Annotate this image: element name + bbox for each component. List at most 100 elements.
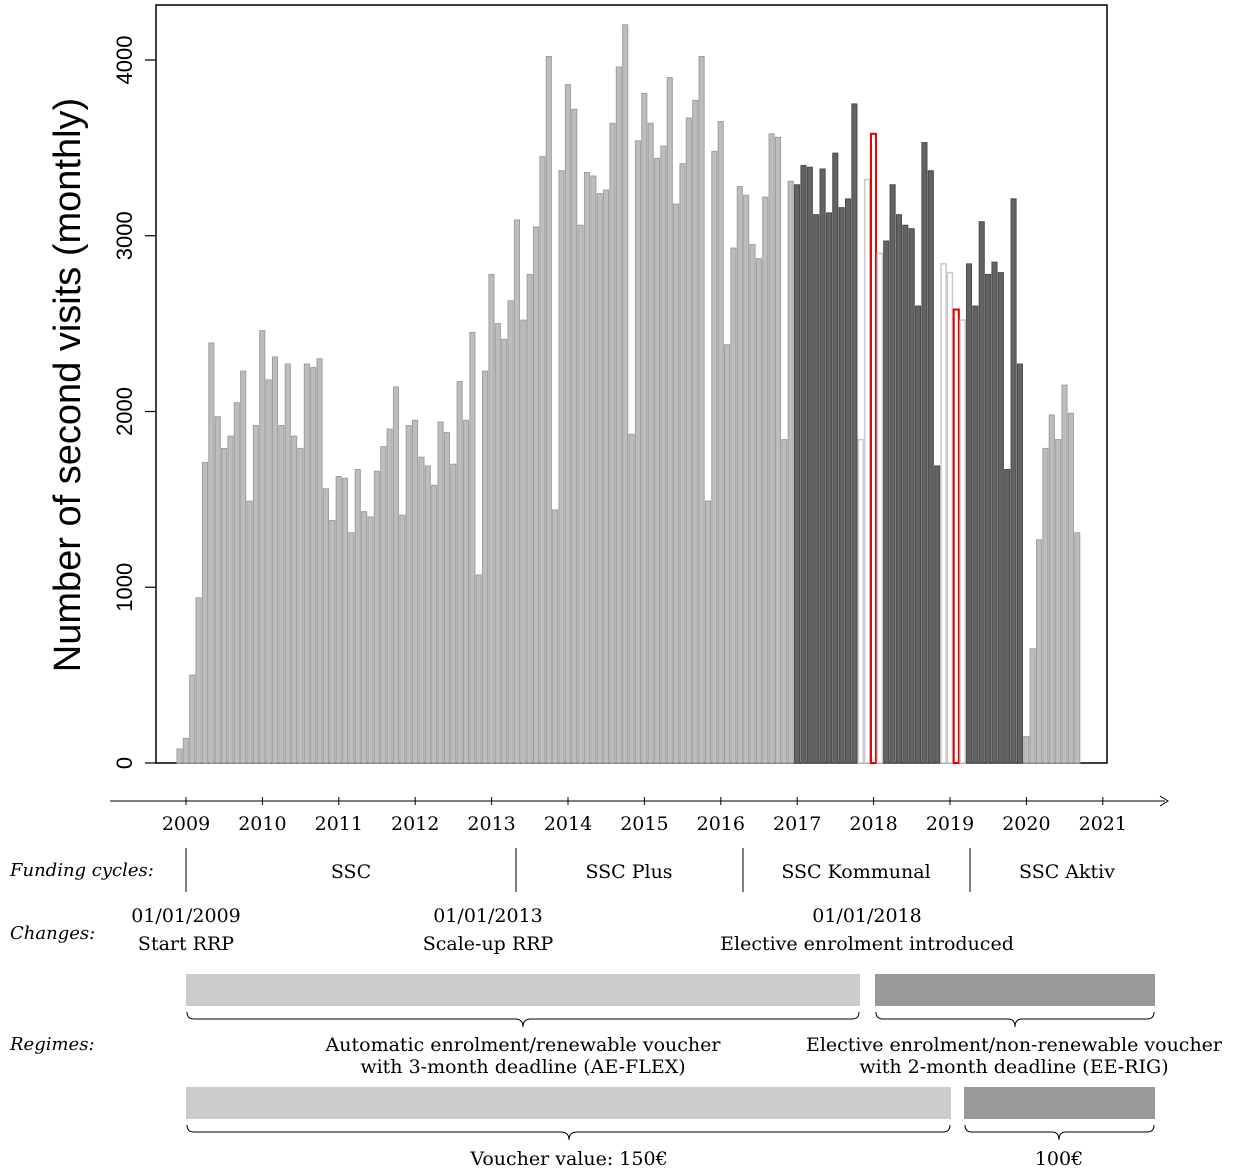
x-tick-label: 2014: [544, 813, 592, 835]
bar: [1061, 384, 1068, 764]
bar: [736, 186, 743, 764]
x-tick-label: 2009: [162, 813, 210, 835]
change-date-2: 01/01/2013: [433, 905, 543, 927]
bar: [717, 121, 724, 764]
bar: [501, 338, 508, 764]
bar: [386, 428, 393, 764]
bar: [876, 252, 884, 764]
bar: [431, 484, 438, 764]
y-axis-label: Number of second visits (monthly): [47, 98, 89, 672]
bar: [214, 416, 221, 764]
regime-2-line-1: Elective enrolment/non-renewable voucher: [806, 1034, 1223, 1056]
bar: [634, 140, 641, 764]
bar: [189, 674, 196, 764]
bar: [1042, 447, 1049, 764]
bar: [227, 435, 234, 764]
bar: [730, 247, 737, 764]
bar: [233, 402, 240, 764]
x-tick-label: 2010: [238, 813, 286, 835]
bar: [221, 447, 228, 764]
bar: [1029, 648, 1036, 764]
x-tick-label: 2013: [467, 813, 515, 835]
bar: [539, 156, 546, 764]
y-tick-label: 0: [112, 757, 137, 769]
change-text-3: Elective enrolment introduced: [720, 933, 1014, 955]
bar: [628, 433, 635, 764]
timeline-arrow-icon: [1159, 795, 1169, 807]
bar: [552, 509, 559, 764]
bar: [405, 425, 412, 764]
x-tick-label: 2019: [926, 813, 974, 835]
bar: [1016, 363, 1023, 764]
bar: [927, 170, 934, 764]
bar: [201, 461, 209, 764]
bar: [577, 224, 584, 764]
y-tick-label: 4000: [112, 36, 137, 85]
bar: [482, 370, 489, 764]
bar: [774, 136, 782, 764]
bar: [902, 224, 909, 764]
bar: [711, 150, 718, 764]
bar: [959, 319, 966, 764]
bar: [284, 363, 291, 764]
bar: [533, 226, 540, 764]
x-tick-label: 2011: [315, 813, 363, 835]
x-tick-label: 2015: [620, 813, 668, 835]
voucher-brace-1: [186, 1124, 951, 1141]
bar: [373, 470, 380, 764]
bar: [424, 465, 431, 764]
bar: [997, 272, 1004, 764]
funding-cycles-label: Funding cycles:: [9, 860, 154, 881]
bar: [380, 446, 387, 764]
bar: [195, 597, 202, 764]
bar: [946, 271, 954, 764]
bar: [679, 163, 686, 764]
x-axis: 2009 2010 2011 2012 2013 2014 2015 2016 2017 2018…: [162, 797, 1127, 835]
x-tick-label: 2017: [773, 813, 821, 835]
bar: [965, 263, 973, 764]
bar: [1074, 532, 1081, 764]
regimes-label: Regimes:: [9, 1034, 95, 1055]
bar: [844, 198, 852, 764]
bar: [494, 323, 501, 764]
bar: [1010, 198, 1017, 764]
bar: [329, 519, 336, 764]
bar: [583, 171, 591, 764]
bar: [443, 432, 450, 764]
bar: [1036, 539, 1043, 764]
bar: [660, 145, 667, 764]
bar: [749, 244, 756, 764]
bar: [615, 66, 622, 764]
bar: [819, 168, 826, 764]
bar: [908, 228, 915, 764]
bar: [488, 273, 495, 764]
voucher-brace-2: [964, 1124, 1155, 1141]
bar: [647, 122, 654, 764]
x-tick-label: 2021: [1079, 813, 1127, 835]
voucher-bar-150: [186, 1087, 951, 1119]
bar: [832, 152, 839, 764]
bar: [915, 305, 922, 764]
bar: [252, 425, 259, 764]
funding-cycle-ssc-plus: SSC Plus: [585, 861, 672, 883]
bar: [781, 439, 788, 764]
bar: [507, 300, 514, 764]
bar: [526, 273, 533, 764]
bar: [704, 500, 712, 764]
bar: [952, 308, 960, 764]
bar: [335, 476, 342, 764]
regime-bar-ee-rig: [875, 974, 1155, 1006]
bar: [462, 419, 470, 764]
bar: [558, 170, 565, 764]
funding-cycle-ssc-aktiv: SSC Aktiv: [1019, 861, 1115, 883]
bar: [341, 477, 349, 764]
bar: [1067, 412, 1074, 764]
bar: [367, 516, 374, 764]
bar: [545, 55, 552, 764]
bar: [883, 240, 890, 764]
bar: [1055, 439, 1062, 764]
funding-cycle-ssc-kommunal: SSC Kommunal: [781, 861, 930, 883]
bar: [265, 379, 272, 764]
bar: [246, 500, 253, 764]
regime-1-line-1: Automatic enrolment/renewable voucher: [325, 1034, 722, 1056]
